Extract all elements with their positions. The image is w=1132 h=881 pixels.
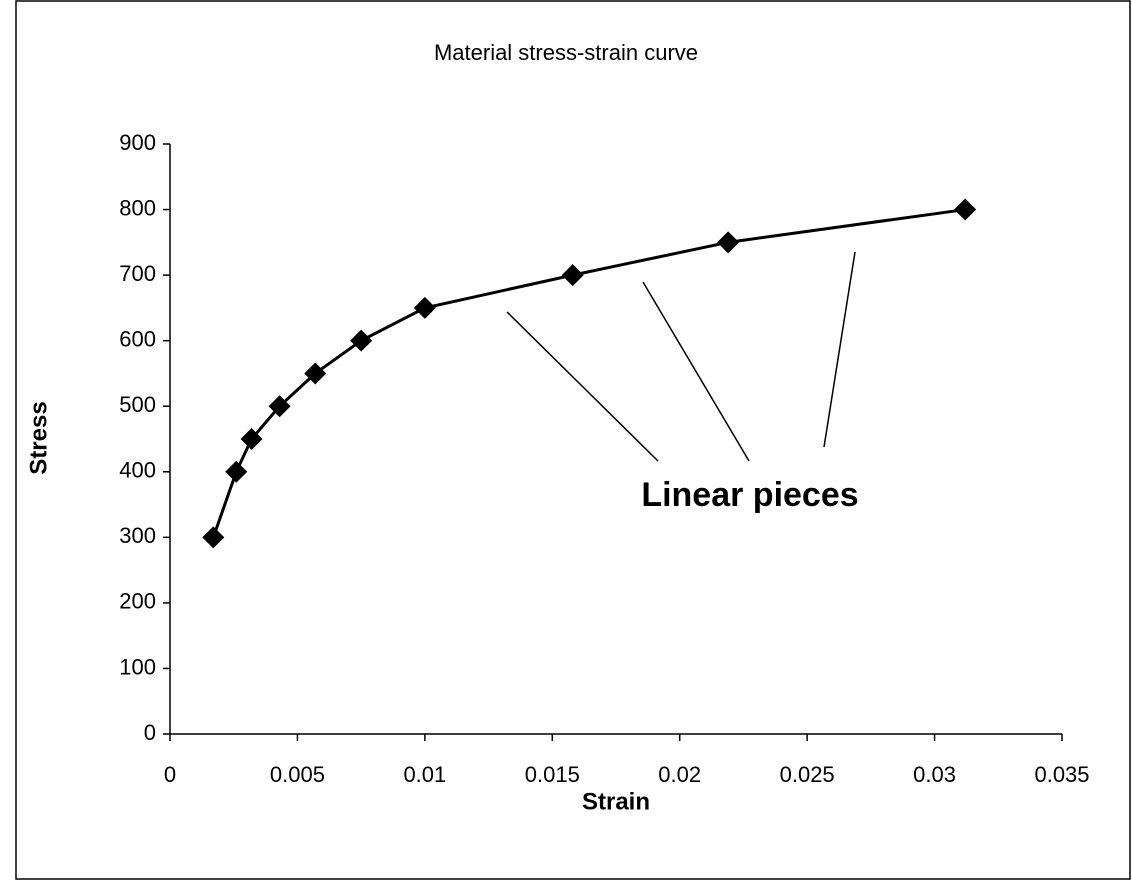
x-tick-label: 0.035	[1034, 762, 1089, 787]
x-tick-label: 0.015	[525, 762, 580, 787]
x-tick-label: 0.02	[658, 762, 701, 787]
series-line	[211, 208, 966, 538]
data-point	[350, 329, 373, 352]
y-tick-label: 0	[144, 720, 156, 745]
data-point	[413, 296, 436, 319]
annotation-line	[642, 281, 750, 462]
annotation-line	[823, 251, 856, 448]
annotation: Linear pieces	[641, 476, 858, 514]
x-tick-label: 0.01	[403, 762, 446, 787]
x-tick-label: 0.03	[913, 762, 956, 787]
y-tick-label: 600	[119, 326, 156, 351]
annotation-line	[506, 311, 659, 462]
chart-frame	[15, 0, 1131, 880]
data-point	[561, 264, 584, 287]
y-tick-label: 900	[119, 130, 156, 155]
data-point	[202, 526, 225, 549]
y-tick-label: 100	[119, 654, 156, 679]
data-point	[304, 362, 327, 385]
y-tick-label: 400	[119, 458, 156, 483]
x-tick-label: 0.005	[270, 762, 325, 787]
y-tick-label: 300	[119, 523, 156, 548]
x-tick-label: 0.025	[780, 762, 835, 787]
y-tick-label: 500	[119, 392, 156, 417]
data-point	[268, 395, 291, 418]
annotation-lines	[506, 251, 856, 462]
chart-title: Material stress-strain curve	[434, 40, 698, 65]
x-axis-label: Strain	[582, 788, 650, 815]
y-tick-label: 200	[119, 589, 156, 614]
y-tick-label: 700	[119, 261, 156, 286]
data-point	[240, 428, 263, 450]
data-point	[954, 198, 977, 221]
y-axis-label: Stress	[25, 401, 52, 474]
data-point	[225, 460, 248, 483]
data-point	[717, 231, 740, 254]
y-tick-label: 800	[119, 195, 156, 220]
x-tick-label: 0	[164, 762, 176, 787]
